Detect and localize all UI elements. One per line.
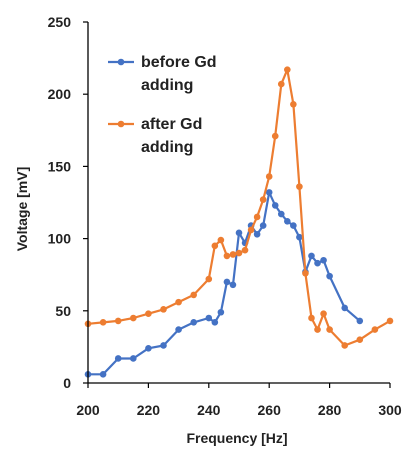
series-2-point — [99, 319, 107, 326]
series-2-point — [235, 249, 243, 257]
series-2-point — [386, 317, 394, 325]
series-2-point — [290, 101, 297, 108]
axes — [87, 22, 390, 384]
y-tick-label: 50 — [55, 303, 71, 319]
y-tick-label: 200 — [48, 86, 72, 102]
series-1-point — [290, 222, 297, 229]
series-2-point — [296, 183, 303, 190]
series-1-point — [265, 189, 273, 196]
series-1-point — [271, 202, 279, 209]
legend-item-2: after Gd adding — [108, 116, 202, 156]
series-2-point — [241, 246, 249, 254]
series-2-point — [130, 314, 137, 322]
y-tick-label: 150 — [48, 158, 72, 174]
legend-label: before Gd adding — [141, 54, 217, 94]
series-1-point — [217, 308, 225, 316]
series-1-line — [88, 191, 361, 376]
series-2-point — [341, 342, 349, 349]
series-2-line — [87, 68, 391, 347]
y-axis-title: Voltage [mV] — [14, 167, 30, 252]
legend-label: after Gd adding — [141, 116, 202, 156]
x-tick-label: 300 — [378, 402, 402, 418]
legend: before Gd adding after Gd adding — [108, 54, 217, 156]
series-1-point — [211, 319, 219, 326]
series-2-point — [320, 310, 327, 317]
series-2-point — [253, 213, 261, 221]
series-1-point — [259, 222, 267, 229]
y-tick-label: 0 — [63, 375, 71, 391]
series-1-point — [229, 281, 237, 289]
series-1-point — [308, 252, 315, 260]
y-tick-label: 250 — [48, 14, 72, 30]
series-2-point — [211, 242, 219, 250]
series-2-point — [284, 66, 291, 73]
series-2-point — [175, 298, 182, 306]
series-1-point — [145, 345, 152, 352]
series-1-point — [341, 304, 349, 312]
series-2-point — [308, 314, 315, 322]
series-1-point — [235, 229, 243, 237]
series-1-point — [175, 326, 182, 333]
series-2-point — [114, 317, 122, 325]
series-2-point — [247, 226, 255, 234]
x-tick-label: 200 — [76, 402, 100, 418]
y-tick-label: 100 — [48, 231, 72, 247]
plot-area — [84, 66, 394, 378]
x-tick-label: 240 — [197, 402, 221, 418]
series-1-point — [223, 278, 231, 286]
series-1-point — [205, 314, 213, 322]
series-1-point — [190, 319, 197, 326]
series-2-point — [217, 236, 225, 244]
x-tick-label: 280 — [318, 402, 342, 418]
series-2-point — [271, 132, 279, 140]
legend-item-1: before Gd adding — [108, 54, 217, 94]
series-1-point — [326, 272, 333, 280]
series-1-point — [277, 210, 285, 218]
series-2-point — [223, 252, 231, 260]
series-2-point — [205, 275, 213, 283]
series-2-point — [302, 269, 309, 277]
series-2-point — [356, 336, 364, 343]
tick-labels: 200 220 240 260 280 300 0 50 100 150 200 250 — [48, 14, 402, 418]
legend-swatch-marker — [117, 58, 125, 66]
series-1-point — [320, 256, 327, 264]
series-1-point — [314, 259, 321, 267]
x-axis-title: Frequency [Hz] — [186, 430, 287, 446]
series-1-point — [130, 355, 137, 362]
x-tick-label: 260 — [258, 402, 282, 418]
series-2-point — [371, 326, 379, 333]
series-2 — [84, 66, 394, 349]
series-2-point — [259, 196, 267, 203]
series-1-point — [114, 355, 122, 362]
series-2-point — [326, 326, 333, 333]
series-1-point — [284, 217, 291, 225]
series-2-point — [145, 310, 152, 317]
series-1 — [84, 189, 364, 378]
series-2-point — [160, 306, 167, 313]
x-tick-label: 220 — [137, 402, 161, 418]
series-2-point — [265, 173, 273, 180]
series-1-point — [160, 342, 167, 349]
series-2-point — [229, 251, 237, 258]
tick-marks — [83, 21, 391, 388]
series-2-point — [190, 291, 197, 299]
series-1-point — [296, 233, 303, 241]
series-1-point — [99, 371, 107, 378]
series-2-point — [314, 326, 321, 333]
legend-swatch-marker — [117, 120, 125, 128]
series-1-point — [253, 230, 261, 238]
series-1-point — [356, 317, 364, 325]
series-2-point — [277, 80, 285, 88]
